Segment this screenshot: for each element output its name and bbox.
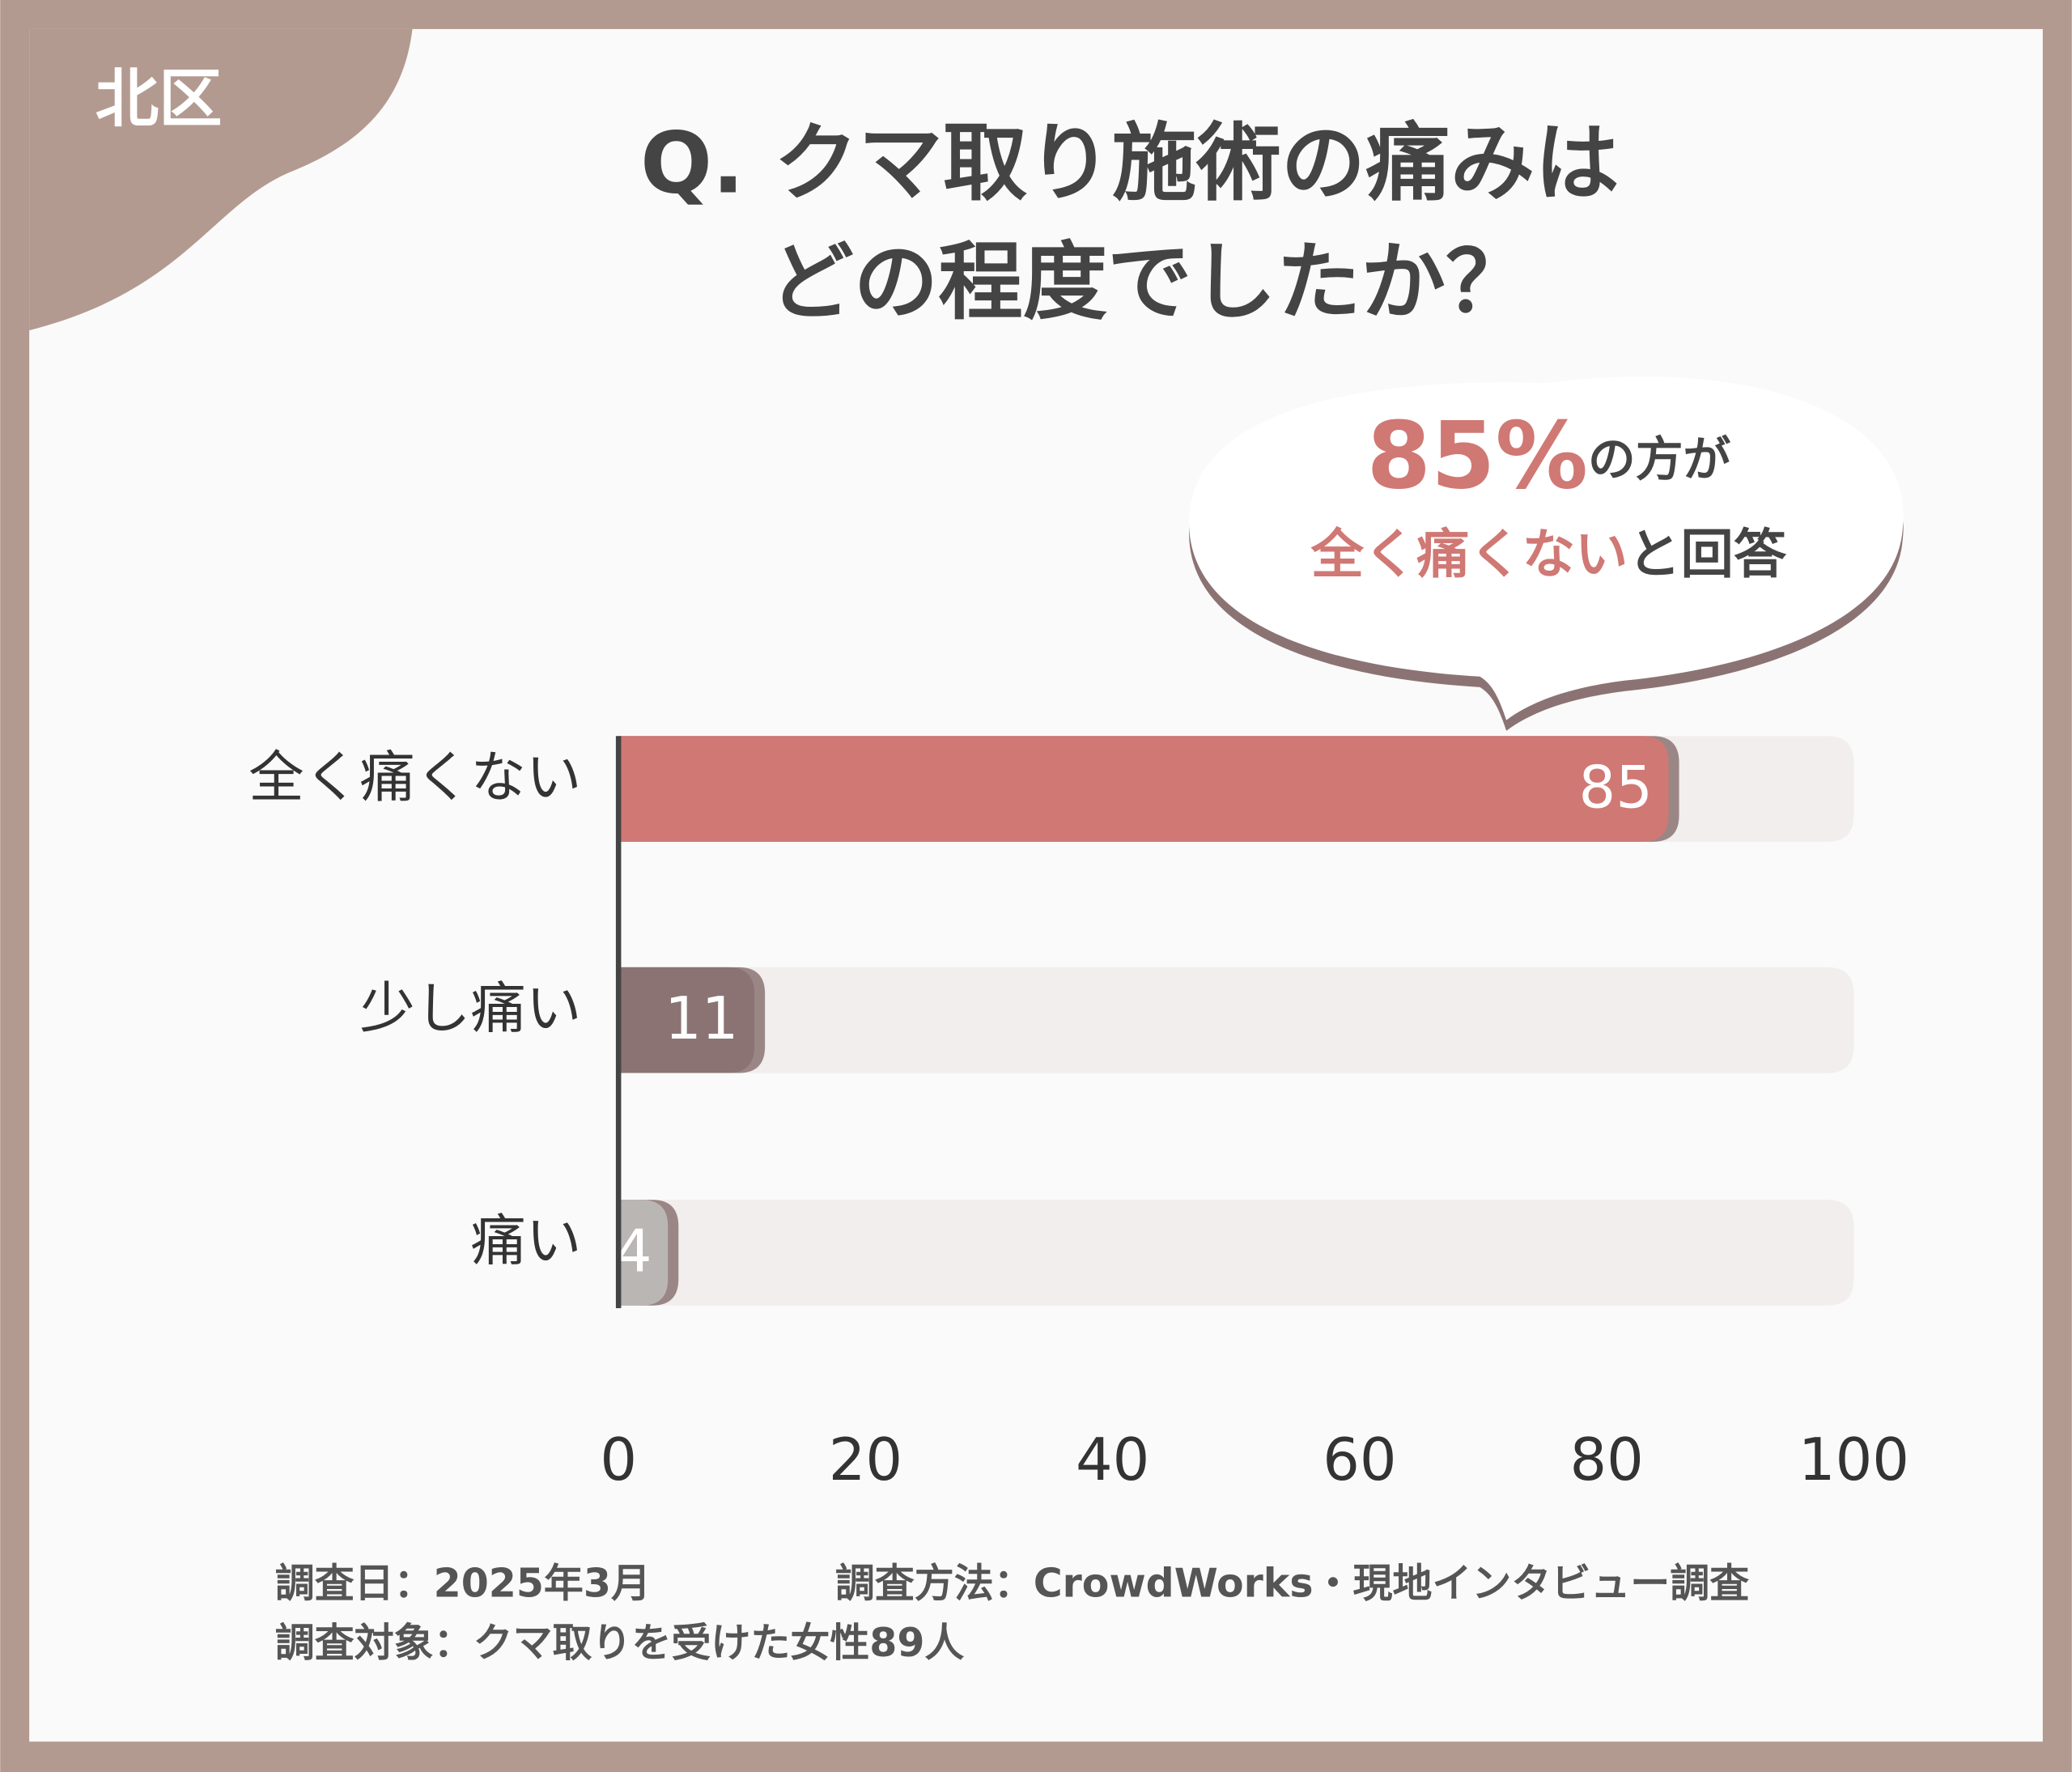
bar — [618, 736, 1669, 842]
x-tick-label: 40 — [1076, 1426, 1149, 1494]
callout-line: 85%の方が — [1366, 402, 1730, 510]
badge: 北区 — [96, 62, 223, 136]
chart-title: Q. クマ取り施術の痛みは — [640, 114, 1620, 213]
y-tick-label: 痛い — [470, 1209, 581, 1274]
chart-title: どの程度でしたか？ — [769, 233, 1530, 332]
callout-line: 全く痛くないと回答 — [1310, 524, 1787, 585]
x-tick-label: 0 — [600, 1426, 637, 1494]
callout-text: と回答 — [1628, 524, 1787, 585]
callout-highlight: 全く痛くない — [1310, 524, 1628, 585]
x-tick-label: 60 — [1323, 1426, 1396, 1494]
callout — [1189, 376, 1904, 720]
y-tick-label: 全く痛くない — [248, 746, 581, 810]
bar-track — [618, 967, 1854, 1073]
bar — [618, 967, 755, 1073]
footnote: 調査対象：クマ取りを受けた女性89人 — [275, 1620, 965, 1666]
footnote: 調査日：2025年3月 — [275, 1560, 651, 1606]
corner-blob — [29, 28, 413, 331]
card — [29, 28, 2043, 1742]
callout-text: の方が — [1588, 431, 1730, 487]
value-label: 4 — [615, 1217, 652, 1285]
value-label: 11 — [664, 984, 738, 1052]
bar-track — [618, 1200, 1854, 1306]
x-tick-label: 80 — [1569, 1426, 1643, 1494]
value-label: 85 — [1579, 753, 1653, 821]
x-tick-label: 100 — [1798, 1426, 1909, 1494]
footnote: 調査方法：CrowdWorks・現地インタビュー調査 — [835, 1560, 1749, 1606]
callout-highlight: 85% — [1366, 402, 1587, 510]
bar — [618, 1200, 669, 1306]
y-tick-label: 少し痛い — [359, 976, 581, 1041]
x-tick-label: 20 — [829, 1426, 902, 1494]
